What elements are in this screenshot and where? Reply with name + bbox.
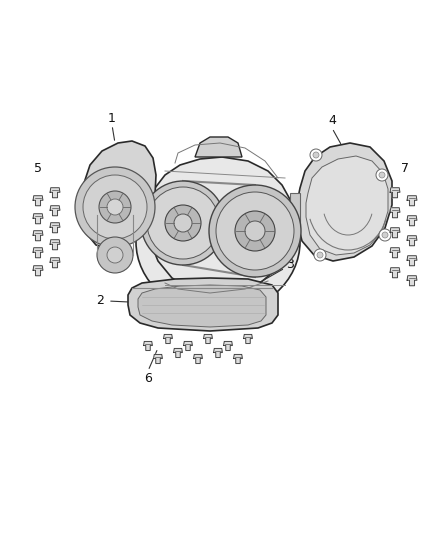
Polygon shape <box>82 141 156 249</box>
Polygon shape <box>290 193 300 233</box>
Circle shape <box>147 187 219 259</box>
Circle shape <box>174 214 192 232</box>
Polygon shape <box>407 196 417 206</box>
FancyBboxPatch shape <box>147 199 159 219</box>
Polygon shape <box>224 342 233 351</box>
Circle shape <box>317 252 323 258</box>
Text: 7: 7 <box>401 161 409 174</box>
Polygon shape <box>132 213 148 237</box>
Polygon shape <box>138 285 266 327</box>
Polygon shape <box>50 206 60 216</box>
Text: 1: 1 <box>108 111 116 125</box>
Polygon shape <box>144 342 152 351</box>
Circle shape <box>245 221 265 241</box>
Circle shape <box>235 211 275 251</box>
Circle shape <box>314 249 326 261</box>
Polygon shape <box>407 216 417 226</box>
Polygon shape <box>244 335 252 343</box>
Polygon shape <box>180 293 248 313</box>
Polygon shape <box>195 137 242 157</box>
Polygon shape <box>194 354 202 364</box>
Polygon shape <box>33 231 43 241</box>
Circle shape <box>75 167 155 247</box>
Text: 5: 5 <box>34 161 42 174</box>
Circle shape <box>382 232 388 238</box>
Ellipse shape <box>136 170 300 314</box>
Polygon shape <box>164 335 173 343</box>
Circle shape <box>379 229 391 241</box>
Circle shape <box>209 185 301 277</box>
Text: 2: 2 <box>96 295 104 308</box>
Polygon shape <box>154 354 162 364</box>
Circle shape <box>165 205 201 241</box>
Polygon shape <box>390 268 400 278</box>
Polygon shape <box>204 335 212 343</box>
Text: 4: 4 <box>328 114 336 126</box>
Polygon shape <box>390 188 400 198</box>
Polygon shape <box>297 143 392 261</box>
Polygon shape <box>33 266 43 276</box>
Circle shape <box>313 152 319 158</box>
Circle shape <box>141 181 225 265</box>
Text: 3: 3 <box>286 259 294 271</box>
Polygon shape <box>148 157 296 293</box>
Circle shape <box>107 247 123 263</box>
Polygon shape <box>50 223 60 233</box>
Polygon shape <box>50 188 60 198</box>
Polygon shape <box>214 349 223 358</box>
Circle shape <box>107 199 123 215</box>
Polygon shape <box>306 156 388 255</box>
Circle shape <box>310 149 322 161</box>
Polygon shape <box>184 342 192 351</box>
Polygon shape <box>233 354 242 364</box>
Polygon shape <box>128 278 278 331</box>
Polygon shape <box>50 258 60 268</box>
Circle shape <box>376 169 388 181</box>
Polygon shape <box>390 248 400 258</box>
Polygon shape <box>50 240 60 250</box>
Circle shape <box>216 192 294 270</box>
Polygon shape <box>390 208 400 218</box>
Circle shape <box>379 172 385 178</box>
Polygon shape <box>390 228 400 238</box>
Text: 6: 6 <box>144 372 152 384</box>
Polygon shape <box>407 236 417 246</box>
Polygon shape <box>33 196 43 206</box>
Polygon shape <box>407 256 417 266</box>
Polygon shape <box>407 276 417 286</box>
Polygon shape <box>173 349 182 358</box>
Circle shape <box>83 175 147 239</box>
Polygon shape <box>33 248 43 258</box>
Polygon shape <box>33 214 43 224</box>
Circle shape <box>97 237 133 273</box>
Circle shape <box>99 191 131 223</box>
